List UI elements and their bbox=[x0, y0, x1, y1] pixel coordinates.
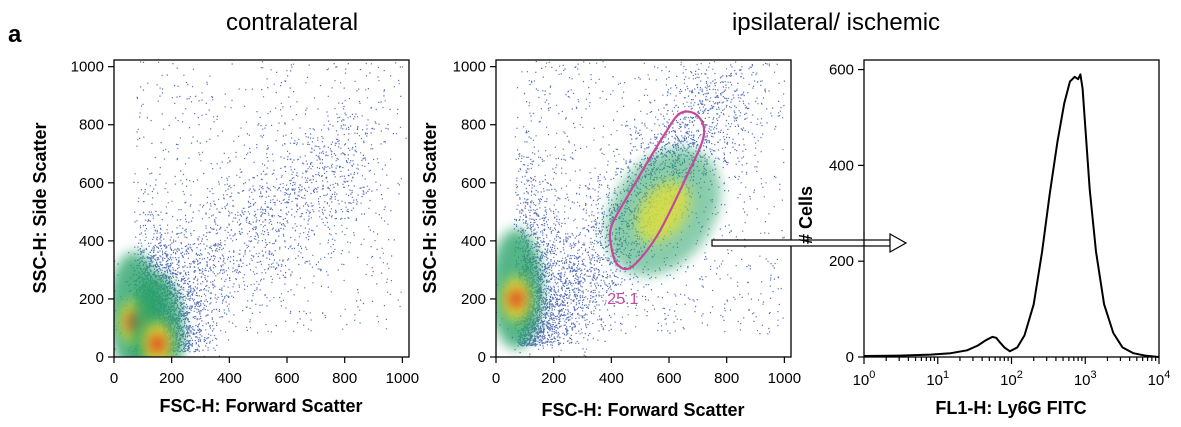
y-axis-label: SSC-H: Side Scatter bbox=[30, 122, 50, 293]
density-hotspots bbox=[496, 147, 721, 349]
y-axis-ticks: 0 200 400 600 800 1000 bbox=[71, 59, 114, 366]
x-tick-label: 100 bbox=[853, 369, 876, 389]
y-tick-label: 0 bbox=[846, 349, 854, 366]
y-tick-label: 800 bbox=[461, 117, 486, 134]
y-tick-label: 600 bbox=[829, 62, 854, 79]
y-axis-label: SSC-H: Side Scatter bbox=[420, 122, 440, 293]
y-tick-label: 200 bbox=[829, 253, 854, 270]
x-axis-label: FL1-H: Ly6G FITC bbox=[935, 398, 1086, 418]
x-axis-ticks: 100 101 102 103 104 bbox=[853, 357, 1171, 389]
density-dots bbox=[114, 61, 407, 357]
y-tick-label: 200 bbox=[461, 291, 486, 308]
y-tick-label: 0 bbox=[478, 349, 486, 366]
gate-arrow bbox=[711, 232, 908, 254]
x-tick-label: 200 bbox=[541, 370, 566, 387]
title-contralateral: contralateral bbox=[226, 9, 358, 36]
x-tick-label: 800 bbox=[714, 370, 739, 387]
x-axis-label: FSC-H: Forward Scatter bbox=[159, 396, 362, 416]
x-tick-label: 0 bbox=[110, 370, 118, 387]
gate-percentage-label: 25.1 bbox=[607, 291, 638, 308]
y-tick-label: 1000 bbox=[453, 59, 486, 76]
title-ipsilateral: ipsilateral/ ischemic bbox=[732, 9, 940, 36]
scatter-panel-ipsilateral: 25.1 0 200 400 600 800 1000 0 200 400 600 800 1000… bbox=[420, 59, 801, 420]
density-hotspots bbox=[114, 252, 184, 357]
y-axis-label: # Cells bbox=[796, 186, 816, 244]
hotspot-peak bbox=[149, 333, 166, 354]
x-tick-label: 800 bbox=[332, 370, 357, 387]
x-tick-label: 200 bbox=[159, 370, 184, 387]
plot-frame bbox=[863, 59, 1160, 358]
x-tick-label: 600 bbox=[657, 370, 682, 387]
y-tick-label: 400 bbox=[829, 157, 854, 174]
x-tick-label: 1000 bbox=[386, 370, 419, 387]
y-tick-label: 600 bbox=[79, 175, 104, 192]
y-tick-label: 0 bbox=[96, 349, 104, 366]
y-tick-label: 600 bbox=[461, 175, 486, 192]
x-tick-label: 102 bbox=[1000, 369, 1023, 389]
gate-polygon bbox=[608, 110, 706, 271]
x-tick-label: 101 bbox=[926, 369, 949, 389]
x-tick-label: 400 bbox=[217, 370, 242, 387]
y-tick-label: 400 bbox=[79, 233, 104, 250]
scatter-panel-contralateral: 0 200 400 600 800 1000 0 200 400 600 800 1000 FSC-… bbox=[30, 59, 419, 416]
plot-frame bbox=[113, 59, 410, 358]
y-axis-ticks: 0 200 400 600 bbox=[829, 62, 864, 366]
y-tick-label: 400 bbox=[461, 233, 486, 250]
x-tick-label: 104 bbox=[1148, 369, 1171, 389]
x-tick-label: 0 bbox=[492, 370, 500, 387]
x-axis-label: FSC-H: Forward Scatter bbox=[541, 400, 744, 420]
histogram-panel: 100 101 102 103 104 0 200 400 600 FL1-H: Ly6G F… bbox=[796, 59, 1171, 418]
y-tick-label: 200 bbox=[79, 291, 104, 308]
x-tick-label: 600 bbox=[275, 370, 300, 387]
hotspot-peak bbox=[508, 288, 525, 309]
x-axis-ticks: 0 200 400 600 800 1000 bbox=[110, 357, 419, 387]
plot-frame bbox=[495, 59, 792, 358]
x-axis-ticks: 0 200 400 600 800 1000 bbox=[492, 357, 801, 387]
x-tick-label: 1000 bbox=[768, 370, 801, 387]
panel-letter: a bbox=[8, 21, 22, 48]
x-tick-label: 103 bbox=[1074, 369, 1097, 389]
histogram-series-line bbox=[863, 73, 1160, 358]
y-tick-label: 800 bbox=[79, 117, 104, 134]
x-tick-label: 400 bbox=[599, 370, 624, 387]
scatter-points bbox=[114, 61, 407, 357]
y-tick-label: 1000 bbox=[71, 59, 104, 76]
y-axis-ticks: 0 200 400 600 800 1000 bbox=[453, 59, 496, 366]
